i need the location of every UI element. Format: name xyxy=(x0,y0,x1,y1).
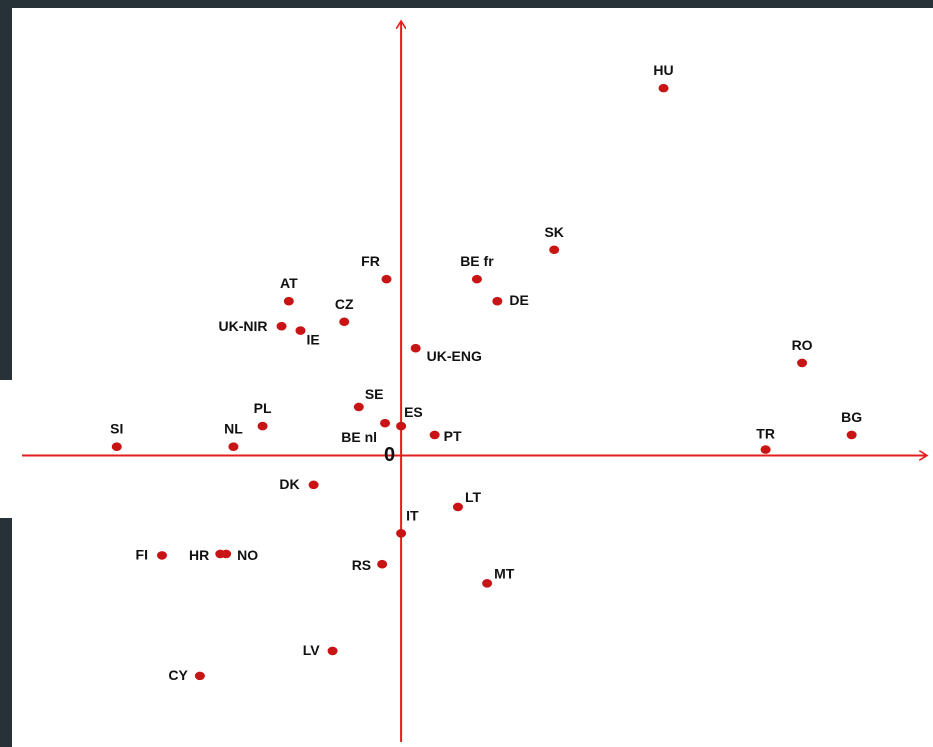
point-dk xyxy=(308,480,319,490)
label-cz: CZ xyxy=(335,296,354,312)
label-fr: FR xyxy=(361,253,380,269)
label-uk-nir: UK-NIR xyxy=(219,318,268,334)
point-lt xyxy=(452,502,463,512)
chart-canvas xyxy=(12,8,933,747)
point-labels: HU SK FR BE fr DE AT CZ UK-NIR IE UK-ENG RO SE PL BE … xyxy=(110,62,862,683)
label-pl: PL xyxy=(254,400,272,416)
point-fi xyxy=(156,551,167,560)
label-cy: CY xyxy=(168,667,188,683)
origin-label: 0 xyxy=(384,444,395,466)
label-si: SI xyxy=(110,421,123,437)
point-ie xyxy=(295,326,306,335)
axes xyxy=(22,22,926,742)
label-tr: TR xyxy=(756,426,775,442)
label-sk: SK xyxy=(544,224,563,240)
point-be-nl xyxy=(380,418,391,428)
label-fi: FI xyxy=(136,546,148,562)
point-fr xyxy=(381,274,392,284)
label-nl: NL xyxy=(224,421,243,437)
label-no: NO xyxy=(237,547,258,563)
label-lv: LV xyxy=(303,642,321,658)
point-uk-eng xyxy=(410,343,421,353)
point-ro xyxy=(797,358,808,368)
point-nl xyxy=(228,442,239,451)
label-be-nl: BE nl xyxy=(341,429,377,445)
label-se: SE xyxy=(365,386,384,402)
data-points xyxy=(111,83,857,681)
point-es xyxy=(396,421,407,431)
chart-canvas-left-strip xyxy=(0,380,12,518)
label-es: ES xyxy=(404,404,423,420)
point-be-fr xyxy=(471,274,482,284)
label-hu: HU xyxy=(653,62,673,78)
point-cy xyxy=(194,671,205,681)
label-de: DE xyxy=(509,292,528,308)
label-bg: BG xyxy=(841,409,862,425)
label-be-fr: BE fr xyxy=(460,253,494,269)
label-mt: MT xyxy=(494,565,515,581)
point-at xyxy=(283,296,294,306)
point-hu xyxy=(658,83,669,93)
point-pt xyxy=(429,430,440,440)
point-pl xyxy=(257,421,268,431)
label-dk: DK xyxy=(279,476,299,492)
label-uk-eng: UK-ENG xyxy=(427,348,482,364)
point-cz xyxy=(339,317,350,327)
point-si xyxy=(111,442,122,451)
label-ro: RO xyxy=(792,337,813,353)
point-bg xyxy=(846,430,857,440)
point-lv xyxy=(327,646,338,656)
point-sk xyxy=(549,245,560,255)
point-uk-nir xyxy=(276,321,287,331)
point-de xyxy=(492,296,503,306)
point-no xyxy=(221,549,232,559)
label-ie: IE xyxy=(306,332,319,348)
label-it: IT xyxy=(406,507,419,523)
point-tr xyxy=(760,445,771,454)
point-mt xyxy=(482,579,493,588)
point-se xyxy=(353,402,364,412)
label-hr: HR xyxy=(189,547,209,563)
label-lt: LT xyxy=(465,489,482,505)
label-pt: PT xyxy=(444,428,462,444)
point-rs xyxy=(377,559,388,569)
label-at: AT xyxy=(280,275,298,291)
label-rs: RS xyxy=(352,557,371,573)
point-it xyxy=(396,529,407,538)
